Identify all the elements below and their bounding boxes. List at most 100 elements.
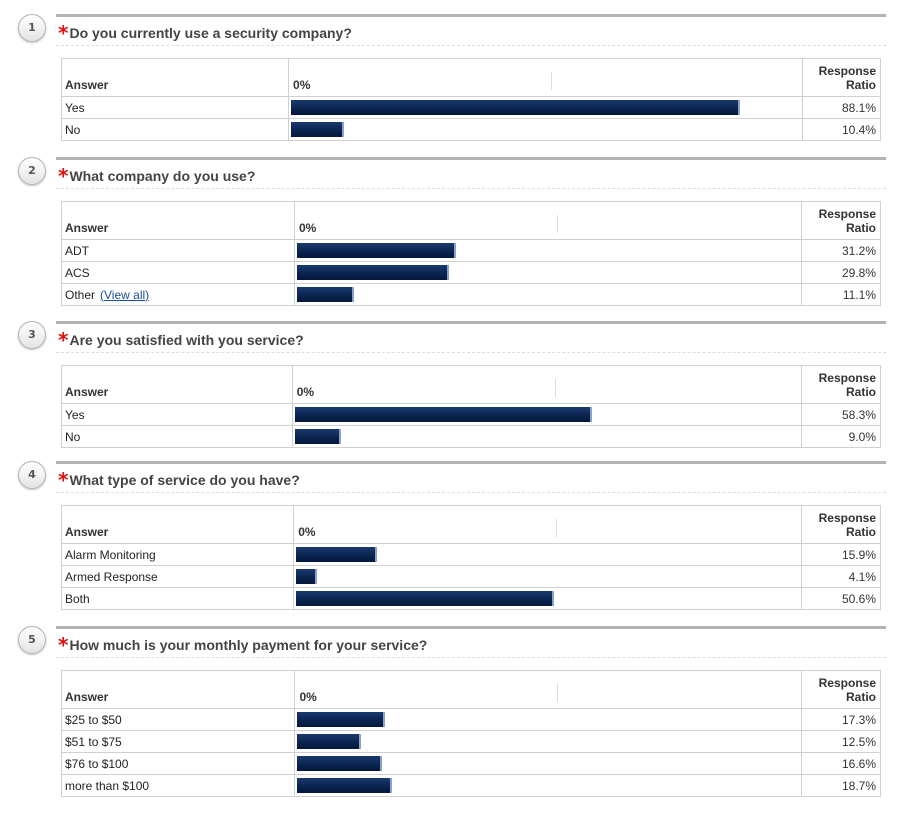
ratio-header-line1: Response [818,207,876,221]
question-block: 5 *How much is your monthly payment for … [18,626,888,797]
bar-cell [293,565,803,588]
scale-tick [554,379,556,397]
question-block: 3 *Are you satisfied with you service? A… [18,321,888,448]
bar-cell [294,708,803,731]
response-ratio: 50.6% [801,587,881,610]
scale-start-label: 0% [298,525,316,539]
results-table: Answer 0% Response Ratio Alarm Monitoring… [60,505,881,610]
question-body: *What company do you use? Answer 0% Resp… [56,157,886,306]
response-ratio: 17.3% [801,708,881,731]
bar-cell [291,425,803,448]
answer-label: Both [65,591,90,606]
question-block: 4 *What type of service do you have? Ans… [18,461,888,610]
scale-start-label: 0% [299,690,317,704]
answer-cell: No [61,425,293,448]
answer-label: Alarm Monitoring [65,547,156,562]
bar-cell [293,283,803,306]
table-header-row: Answer 0% Response Ratio [60,58,882,97]
answer-cell: ACS [61,261,295,284]
answer-column-header: Answer [60,58,290,97]
answer-row: No 10.4% [60,118,882,141]
answer-row: $25 to $50 17.3% [60,708,881,731]
answer-row: ADT 31.2% [61,239,881,262]
ratio-header-line2: Ratio [846,78,876,92]
response-bar [297,265,449,280]
ratio-header-line1: Response [818,64,876,78]
results-table: Answer 0% Response Ratio $25 to $50 17.3%… [60,670,881,797]
answer-row: Yes 88.1% [60,96,882,119]
scale-column-header: 0% [288,58,803,97]
view-all-link[interactable]: (View all) [100,287,150,302]
ratio-column-header: Response Ratio [801,670,881,709]
answer-label: $76 to $100 [65,756,129,771]
answer-cell: $76 to $100 [60,752,296,775]
ratio-column-header: Response Ratio [801,201,881,240]
response-bar [297,756,383,771]
ratio-header-line2: Ratio [846,690,876,704]
question-header: *What company do you use? [56,157,886,189]
answer-column-header: Answer [61,201,295,240]
bar-cell [293,261,803,284]
bar-cell [288,96,803,119]
response-ratio: 18.7% [801,774,881,797]
required-asterisk-icon: * [58,164,69,188]
response-ratio: 16.6% [801,752,881,775]
question-title: What company do you use? [69,168,256,184]
question-block: 1 *Do you currently use a security compa… [18,14,888,141]
answer-row: $76 to $100 16.6% [60,752,881,775]
answer-row: $51 to $75 12.5% [60,730,881,753]
question-block: 2 *What company do you use? Answer 0% Re… [18,157,888,306]
response-ratio: 12.5% [801,730,881,753]
answer-cell: Armed Response [60,565,295,588]
answer-row: Other (View all) 11.1% [61,283,881,306]
answer-label: Other [65,287,96,302]
question-body: *Do you currently use a security company… [56,14,886,141]
question-title: Are you satisfied with you service? [69,332,304,348]
response-bar [291,100,741,115]
answer-column-header: Answer [60,670,296,709]
answer-label: Yes [65,100,85,115]
answer-row: more than $100 18.7% [60,774,881,797]
answer-row: Alarm Monitoring 15.9% [60,543,881,566]
answer-cell: more than $100 [60,774,296,797]
question-header: *How much is your monthly payment for yo… [56,626,886,658]
ratio-header-line2: Ratio [846,525,876,539]
bar-cell [293,239,803,262]
scale-tick [556,519,558,537]
question-number-badge: 4 [18,461,46,489]
answer-cell: $51 to $75 [60,730,296,753]
response-bar [297,778,393,793]
results-table: Answer 0% Response Ratio ADT 31.2% ACS 29… [61,201,881,306]
table-header-row: Answer 0% Response Ratio [60,670,881,709]
answer-row: Armed Response 4.1% [60,565,881,588]
bar-cell [294,774,803,797]
table-header-row: Answer 0% Response Ratio [61,201,881,240]
response-ratio: 31.2% [801,239,881,262]
question-title: What type of service do you have? [69,472,300,488]
bar-cell [291,403,803,426]
response-bar [291,122,345,137]
response-bar [296,569,318,584]
required-asterisk-icon: * [58,468,69,492]
answer-row: Yes 58.3% [61,403,881,426]
answer-column-header: Answer [61,365,293,404]
question-title: Do you currently use a security company? [69,25,352,41]
answer-label: No [65,122,81,137]
ratio-header-line2: Ratio [846,221,876,235]
question-header: *Are you satisfied with you service? [56,321,886,353]
table-header-row: Answer 0% Response Ratio [61,365,881,404]
required-asterisk-icon: * [58,633,69,657]
answer-column-header: Answer [60,505,295,544]
answer-cell: $25 to $50 [60,708,296,731]
ratio-column-header: Response Ratio [801,365,881,404]
response-bar [296,591,555,606]
bar-cell [288,118,803,141]
table-header-row: Answer 0% Response Ratio [60,505,881,544]
question-body: *What type of service do you have? Answe… [56,461,886,610]
ratio-header-line1: Response [818,511,876,525]
response-bar [294,429,341,444]
response-bar [297,734,362,749]
scale-column-header: 0% [291,365,803,404]
answer-label: more than $100 [65,778,150,793]
answer-cell: Both [60,587,295,610]
